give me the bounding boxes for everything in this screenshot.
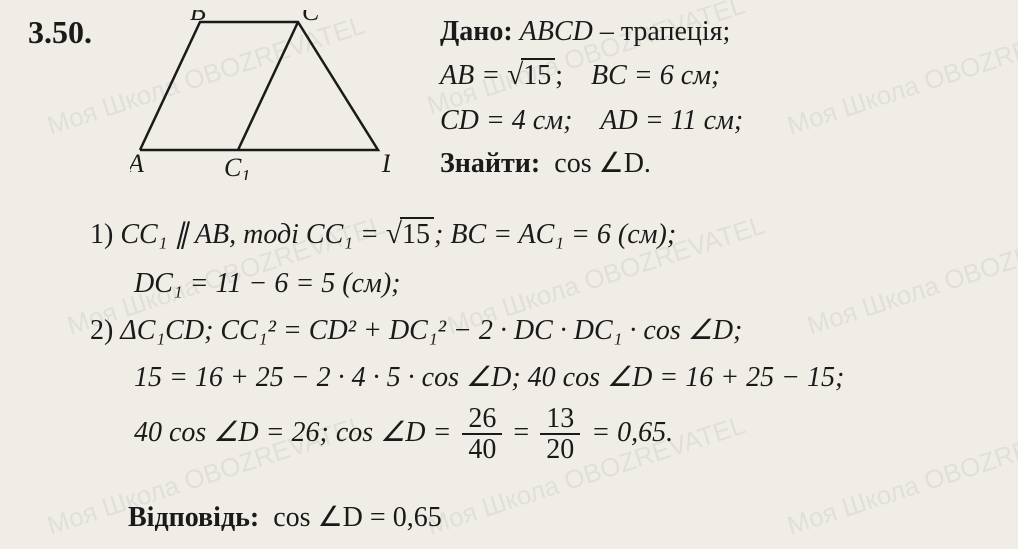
- given-shape: ABCD: [520, 16, 593, 47]
- given-BC: BC = 6 см;: [591, 60, 720, 91]
- trapezoid-diagram: A B C D C1: [130, 10, 390, 170]
- label-C1: C1: [224, 153, 250, 180]
- step1a-pre: CC₁ ∥ AB, тоді CC₁ =: [120, 219, 379, 250]
- step2a: ΔC₁CD; CC₁² = CD² + DC₁² − 2 · DC · DC₁ …: [120, 315, 742, 346]
- given-label: Дано:: [440, 16, 513, 47]
- step1a-rad: 15: [400, 217, 434, 250]
- step1b: DC₁ = 11 − 6 = 5 (см);: [134, 268, 401, 299]
- step1-num: 1): [90, 219, 113, 250]
- answer-line: Відповідь: cos ∠D = 0,65: [128, 500, 442, 534]
- step2b: 15 = 16 + 25 − 2 · 4 · 5 · cos ∠D; 40 co…: [134, 362, 844, 393]
- problem-number: 3.50.: [28, 14, 92, 51]
- given-AB-tail: ;: [555, 60, 563, 91]
- find-label: Знайти:: [440, 148, 540, 179]
- fraction-2: 13 20: [540, 404, 580, 465]
- trapezoid-svg: A B C D C1: [130, 10, 390, 180]
- watermark: Моя Школа OBOZREVATEL: [783, 9, 1018, 141]
- solution-body: 1) CC₁ ∥ AB, тоді CC₁ = 15; BC = AC₁ = 6…: [90, 212, 990, 469]
- frac1-den: 40: [462, 433, 502, 464]
- step2c-right: = 0,65.: [591, 417, 673, 448]
- step2c-left: 40 cos ∠D = 26; cos ∠D =: [134, 417, 451, 448]
- given-AB-rad: 15: [521, 58, 555, 91]
- label-B: B: [190, 10, 206, 26]
- find-expr: cos ∠D.: [554, 148, 651, 179]
- step1a-post: ; BC = AC₁ = 6 (см);: [434, 219, 676, 250]
- label-C: C: [302, 10, 320, 26]
- label-A: A: [130, 149, 144, 178]
- frac2-num: 13: [540, 404, 580, 433]
- sqrt-icon: 15: [507, 53, 555, 99]
- fraction-1: 26 40: [462, 404, 502, 465]
- frac2-den: 20: [540, 433, 580, 464]
- given-CD: CD = 4 см;: [440, 105, 572, 136]
- answer-expr: cos ∠D = 0,65: [273, 502, 441, 533]
- eq1: =: [513, 417, 529, 448]
- label-D: D: [381, 149, 390, 178]
- frac1-num: 26: [462, 404, 502, 433]
- given-block: Дано: ABCD – трапеція; AB = 15; BC = 6 с…: [440, 10, 743, 186]
- given-AB-lhs: AB =: [440, 60, 500, 91]
- answer-label: Відповідь:: [128, 502, 259, 533]
- given-AD: AD = 11 см;: [600, 105, 743, 136]
- sqrt-icon: 15: [386, 212, 434, 258]
- given-shape-desc: – трапеція;: [600, 16, 730, 47]
- step2-num: 2): [90, 315, 113, 346]
